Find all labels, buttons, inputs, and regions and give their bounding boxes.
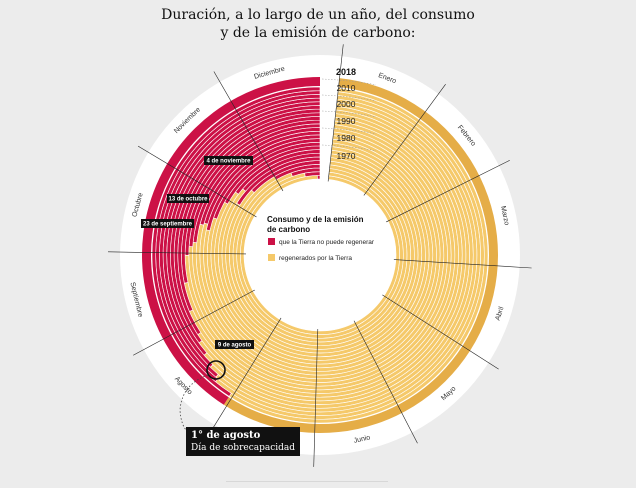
year-label-2000: 2000 xyxy=(337,99,356,109)
callout-caption: Día de sobrecapacidad xyxy=(191,442,295,454)
year-label-1970: 1970 xyxy=(337,151,356,161)
callout-date: 1° de agosto xyxy=(191,429,295,442)
legend-swatch-overshoot xyxy=(268,238,275,245)
legend-label-regenerated: regenerados por la Tierra xyxy=(279,255,352,262)
legend-title-line-1: Consumo y de la emisión xyxy=(267,215,364,224)
year-label-1980: 1980 xyxy=(337,133,356,143)
annotation-label-2: 13 de octubre xyxy=(168,197,208,203)
legend-swatch-regenerated xyxy=(268,254,275,261)
annotation-label-4: 9 de agosto xyxy=(218,343,252,349)
annotation-label-1: 4 de noviembre xyxy=(206,159,251,165)
legend-label-overshoot: que la Tierra no puede regenerar xyxy=(279,239,375,246)
bottom-rule xyxy=(226,481,388,482)
year-label-2018: 2018 xyxy=(336,67,356,77)
annotation-label-3: 23 de septiembre xyxy=(143,222,193,228)
legend-title-line-2: de carbono xyxy=(267,225,310,234)
year-label-1990: 1990 xyxy=(337,116,356,126)
overshoot-day-callout: 1° de agosto Día de sobrecapacidad xyxy=(186,427,300,456)
band-overshoot-1970 xyxy=(317,175,320,179)
year-label-2010: 2010 xyxy=(337,83,356,93)
